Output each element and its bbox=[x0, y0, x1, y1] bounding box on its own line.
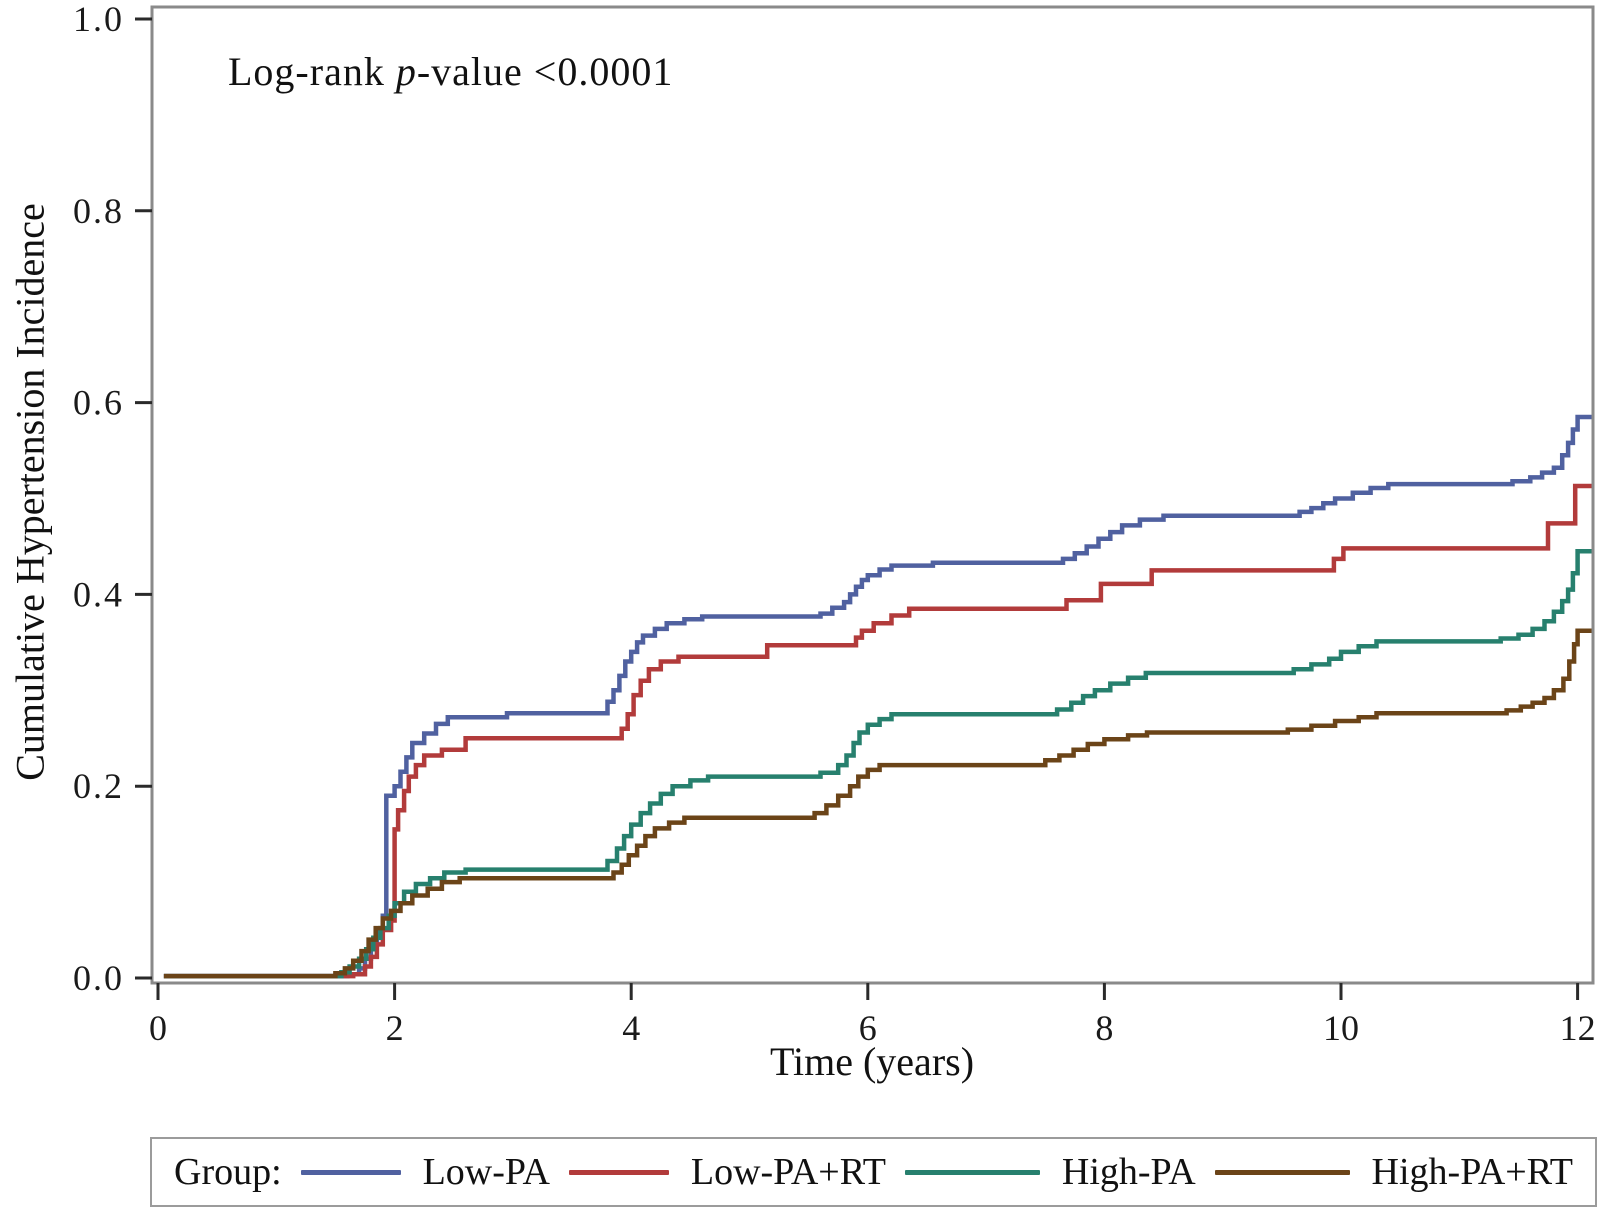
curve-high-pa bbox=[163, 548, 1592, 979]
y-tick-label: 0.0 bbox=[73, 958, 124, 998]
x-tick-label: 4 bbox=[622, 1008, 640, 1048]
low-pa-line-sample bbox=[300, 1169, 401, 1175]
legend-item-low-pa-rt: Low-PA+RT bbox=[568, 1150, 886, 1194]
annotation-p-italic: p bbox=[395, 49, 417, 94]
legend-title: Group: bbox=[174, 1151, 282, 1193]
y-tick-label: 0.2 bbox=[73, 766, 124, 806]
legend-item-high-pa: High-PA bbox=[904, 1150, 1196, 1194]
annotation-pre: Log-rank bbox=[228, 49, 396, 94]
x-tick-label: 10 bbox=[1323, 1008, 1359, 1048]
annotation-post: -value <0.0001 bbox=[416, 49, 674, 94]
high-pa-line-sample bbox=[904, 1169, 1040, 1175]
y-tick-label: 0.6 bbox=[73, 383, 124, 423]
high-pa-rt-label: High-PA+RT bbox=[1371, 1151, 1573, 1193]
x-tick-label: 0 bbox=[149, 1008, 167, 1048]
legend-box: Group: Low-PA Low-PA+RT High-PA High-PA+… bbox=[150, 1137, 1597, 1207]
x-tick-label: 12 bbox=[1560, 1008, 1596, 1048]
high-pa-label: High-PA bbox=[1061, 1151, 1196, 1193]
curve-low-pa-rt bbox=[163, 483, 1592, 979]
log-rank-annotation: Log-rank p-value <0.0001 bbox=[228, 48, 673, 95]
y-tick-label: 0.8 bbox=[73, 191, 124, 231]
x-tick-label: 8 bbox=[1095, 1008, 1113, 1048]
x-tick-label: 6 bbox=[859, 1008, 877, 1048]
low-pa-rt-line-sample bbox=[568, 1169, 669, 1175]
legend-item-low-pa: Low-PA bbox=[300, 1150, 550, 1194]
high-pa-rt-line-sample bbox=[1214, 1169, 1350, 1175]
low-pa-label: Low-PA bbox=[422, 1151, 550, 1193]
y-tick-label: 0.4 bbox=[73, 574, 124, 614]
x-axis-title: Time (years) bbox=[769, 1039, 975, 1084]
x-tick-label: 2 bbox=[386, 1008, 404, 1048]
low-pa-rt-label: Low-PA+RT bbox=[690, 1151, 886, 1193]
y-axis-title: Cumulative Hypertension Incidence bbox=[7, 203, 53, 781]
plot-frame bbox=[150, 5, 1595, 985]
curve-high-pa-rt bbox=[163, 628, 1592, 979]
y-tick-label: 1.0 bbox=[73, 0, 124, 39]
legend-item-high-pa-rt: High-PA+RT bbox=[1214, 1150, 1573, 1194]
curve-low-pa bbox=[163, 414, 1592, 979]
